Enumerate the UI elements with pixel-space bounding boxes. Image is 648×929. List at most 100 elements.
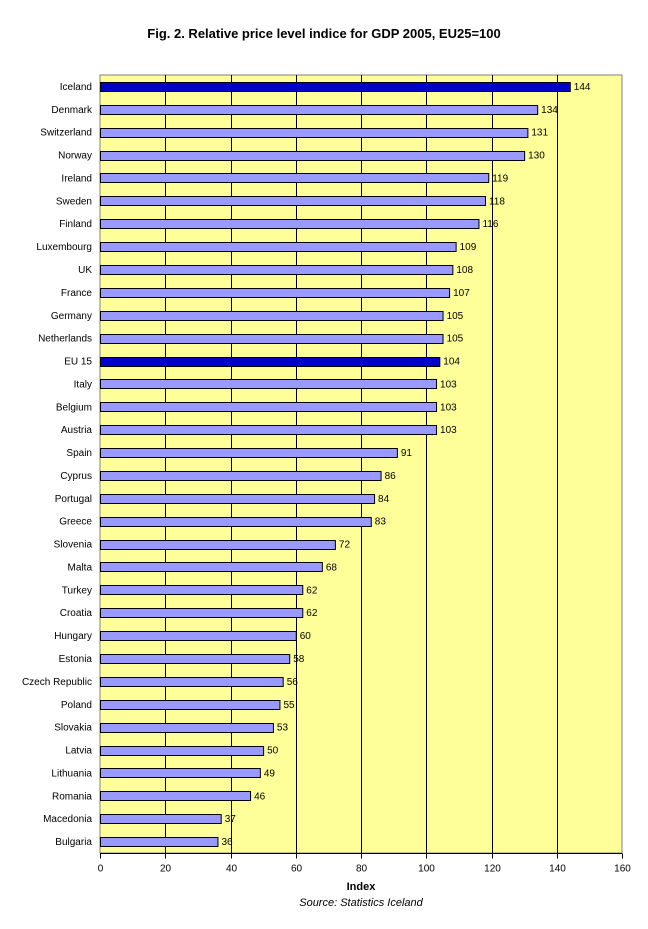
value-label: 105 bbox=[447, 334, 464, 345]
value-label: 91 bbox=[401, 448, 413, 459]
bar bbox=[100, 288, 451, 298]
category-label: Denmark bbox=[51, 105, 93, 116]
bar bbox=[100, 219, 480, 229]
category-label: Germany bbox=[51, 311, 92, 322]
category-label: Netherlands bbox=[38, 334, 92, 345]
bar bbox=[100, 654, 291, 664]
category-label: Czech Republic bbox=[22, 677, 92, 688]
category-label: Croatia bbox=[60, 608, 93, 619]
value-label: 109 bbox=[460, 242, 477, 253]
bar bbox=[100, 311, 444, 321]
bar bbox=[100, 517, 372, 527]
category-label: Italy bbox=[74, 379, 92, 390]
bar bbox=[100, 105, 539, 115]
value-label: 130 bbox=[528, 151, 545, 162]
x-tick-label: 100 bbox=[418, 864, 435, 875]
value-label: 108 bbox=[456, 265, 473, 276]
category-label: Lithuania bbox=[51, 768, 92, 779]
value-label: 116 bbox=[482, 219, 498, 230]
value-label: 144 bbox=[574, 82, 591, 93]
bar bbox=[100, 700, 281, 710]
value-label: 107 bbox=[453, 288, 470, 299]
category-label: Latvia bbox=[65, 746, 92, 757]
category-label: Norway bbox=[58, 151, 92, 162]
value-label: 104 bbox=[443, 357, 460, 368]
bar bbox=[100, 494, 376, 504]
value-label: 68 bbox=[326, 562, 338, 573]
category-label: Finland bbox=[59, 219, 92, 230]
value-label: 131 bbox=[531, 128, 548, 139]
value-label: 84 bbox=[378, 494, 390, 505]
value-label: 103 bbox=[440, 379, 457, 390]
value-label: 83 bbox=[375, 517, 387, 528]
value-label: 49 bbox=[264, 768, 276, 779]
category-label: Turkey bbox=[62, 585, 92, 596]
value-label: 72 bbox=[339, 540, 351, 551]
value-label: 119 bbox=[492, 173, 508, 184]
category-label: Bulgaria bbox=[55, 837, 92, 848]
source-note: Source: Statistics Iceland bbox=[299, 897, 423, 909]
bar bbox=[100, 357, 441, 367]
category-label: Macedonia bbox=[43, 814, 92, 825]
value-labels: 144 134 131 130 119 118 116 109 108 107 105 105 104 1… bbox=[221, 82, 590, 848]
category-label: Greece bbox=[59, 517, 92, 528]
value-label: 46 bbox=[254, 791, 266, 802]
bar bbox=[100, 471, 382, 481]
value-label: 62 bbox=[306, 608, 318, 619]
bar bbox=[100, 425, 438, 435]
value-label: 103 bbox=[440, 425, 457, 436]
category-label: Slovenia bbox=[54, 540, 93, 551]
category-label: Hungary bbox=[54, 631, 92, 642]
category-label: Austria bbox=[61, 425, 93, 436]
bar bbox=[100, 631, 297, 641]
category-label: France bbox=[61, 288, 93, 299]
category-label: Cyprus bbox=[60, 471, 92, 482]
bar bbox=[100, 151, 526, 161]
x-tick-label: 160 bbox=[614, 864, 631, 875]
bar bbox=[100, 723, 274, 733]
bar bbox=[100, 837, 219, 847]
x-tick-label: 140 bbox=[549, 864, 566, 875]
category-label: EU 15 bbox=[64, 357, 92, 368]
category-labels: Iceland Denmark Switzerland Norway Ireland Sw… bbox=[22, 82, 93, 848]
bar bbox=[100, 242, 457, 252]
bar bbox=[100, 334, 444, 344]
bars bbox=[100, 82, 571, 847]
value-label: 53 bbox=[277, 723, 289, 734]
value-label: 105 bbox=[447, 311, 464, 322]
category-label: Luxembourg bbox=[36, 242, 92, 253]
category-label: Sweden bbox=[56, 196, 92, 207]
value-label: 36 bbox=[221, 837, 233, 848]
chart-title: Fig. 2. Relative price level indice for … bbox=[147, 26, 501, 41]
value-label: 55 bbox=[283, 700, 295, 711]
bar bbox=[100, 82, 571, 92]
category-label: Iceland bbox=[60, 82, 92, 93]
x-axis: 0 20 40 60 80 100 120 140 160 bbox=[98, 853, 631, 875]
value-label: 86 bbox=[385, 471, 397, 482]
x-tick-label: 120 bbox=[484, 864, 501, 875]
bar bbox=[100, 768, 261, 778]
x-axis-title: Index bbox=[346, 881, 376, 893]
category-label: Switzerland bbox=[40, 128, 92, 139]
bar bbox=[100, 791, 252, 801]
value-label: 134 bbox=[541, 105, 558, 116]
bar bbox=[100, 379, 438, 389]
bar bbox=[100, 608, 304, 618]
category-label: Ireland bbox=[61, 173, 92, 184]
bar bbox=[100, 540, 336, 550]
value-label: 62 bbox=[306, 585, 318, 596]
value-label: 103 bbox=[440, 402, 457, 413]
value-label: 58 bbox=[293, 654, 305, 665]
value-label: 37 bbox=[225, 814, 237, 825]
bar bbox=[100, 448, 398, 458]
x-tick-label: 20 bbox=[160, 864, 172, 875]
bar bbox=[100, 196, 486, 206]
category-label: Romania bbox=[52, 791, 92, 802]
bar bbox=[100, 128, 529, 138]
bar bbox=[100, 402, 438, 412]
category-label: UK bbox=[78, 265, 92, 276]
bar bbox=[100, 562, 323, 572]
x-tick-label: 60 bbox=[291, 864, 303, 875]
category-label: Poland bbox=[61, 700, 92, 711]
